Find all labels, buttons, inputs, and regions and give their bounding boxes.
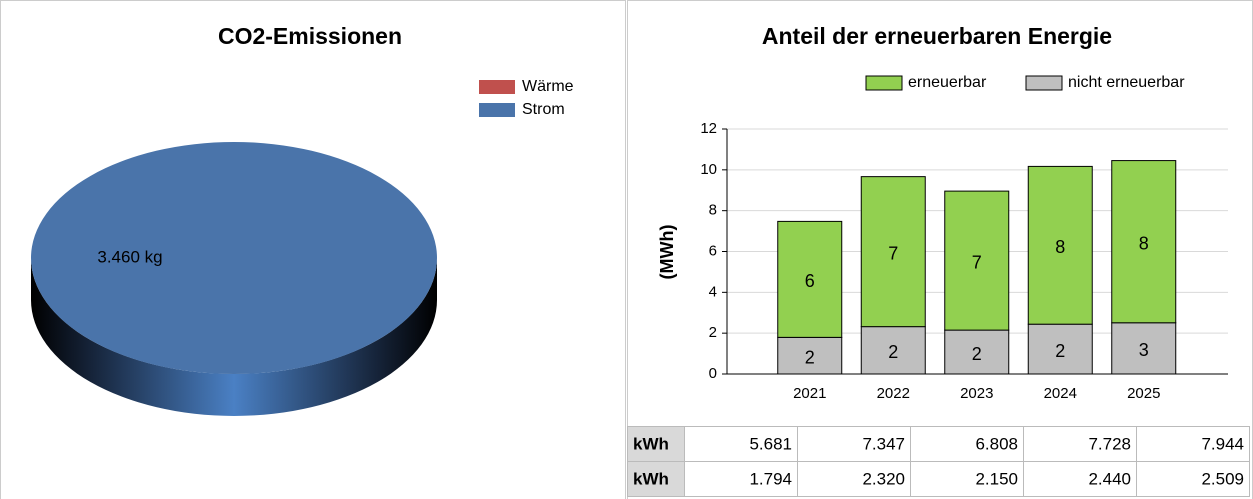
legend-label: nicht erneuerbar bbox=[1068, 74, 1185, 91]
table-cell bbox=[684, 461, 798, 497]
bar-segment bbox=[1027, 165, 1093, 325]
table-value: 2.440 bbox=[1088, 469, 1131, 488]
table-value: 2.150 bbox=[975, 469, 1018, 488]
table-value: 2.509 bbox=[1201, 469, 1244, 488]
pie-title: CO2-Emissionen bbox=[218, 23, 402, 49]
data-label: 6 bbox=[805, 271, 815, 291]
bar-segment bbox=[860, 326, 926, 375]
pie-slice bbox=[30, 141, 438, 375]
table-cell bbox=[1136, 426, 1250, 462]
bar-title: Anteil der erneuerbaren Energie bbox=[762, 23, 1112, 49]
legend-swatch bbox=[1025, 75, 1063, 91]
y-tick-label: 12 bbox=[700, 120, 717, 137]
table-value: 5.681 bbox=[749, 434, 792, 453]
legend-label: erneuerbar bbox=[908, 74, 987, 91]
y-axis-label: (MWh) bbox=[657, 225, 677, 280]
y-tick-label: 0 bbox=[709, 365, 717, 382]
left-panel bbox=[0, 0, 626, 499]
x-tick-label: 2021 bbox=[793, 385, 826, 402]
data-label: 3 bbox=[1139, 340, 1149, 360]
data-label: 7 bbox=[972, 252, 982, 272]
table-cell bbox=[797, 461, 911, 497]
bar-segment bbox=[777, 336, 843, 375]
row-header: kWh bbox=[633, 469, 669, 488]
legend-label: Wärme bbox=[522, 78, 574, 95]
x-tick-label: 2025 bbox=[1127, 385, 1160, 402]
y-tick-label: 10 bbox=[700, 161, 717, 178]
table-value: 6.808 bbox=[975, 434, 1018, 453]
row-header-cell bbox=[627, 461, 685, 497]
y-tick-label: 4 bbox=[709, 283, 717, 300]
bar-segment bbox=[1111, 160, 1177, 324]
table-value: 7.944 bbox=[1201, 434, 1244, 453]
x-tick-label: 2022 bbox=[877, 385, 910, 402]
legend-swatch bbox=[479, 103, 515, 117]
y-tick-label: 2 bbox=[709, 324, 717, 341]
x-tick-label: 2023 bbox=[960, 385, 993, 402]
data-label: 2 bbox=[888, 342, 898, 362]
bar-segment bbox=[944, 190, 1010, 331]
bar-segment bbox=[1027, 323, 1093, 375]
bar-segment bbox=[860, 176, 926, 328]
bar-segment bbox=[1111, 322, 1177, 375]
data-label: 8 bbox=[1055, 237, 1065, 257]
table-value: 2.320 bbox=[862, 469, 905, 488]
data-label: 3.460 kg bbox=[97, 247, 162, 266]
y-tick-label: 8 bbox=[709, 202, 717, 219]
table-cell bbox=[1136, 461, 1250, 497]
data-label: 2 bbox=[805, 347, 815, 367]
row-header-cell bbox=[627, 426, 685, 462]
data-label: 7 bbox=[888, 243, 898, 263]
data-label: 8 bbox=[1139, 233, 1149, 253]
table-value: 1.794 bbox=[749, 469, 792, 488]
data-label: 2 bbox=[972, 344, 982, 364]
row-header: kWh bbox=[633, 434, 669, 453]
table-value: 7.728 bbox=[1088, 434, 1131, 453]
legend-label: Strom bbox=[522, 101, 565, 118]
y-tick-label: 6 bbox=[709, 242, 717, 259]
table-cell bbox=[910, 426, 1024, 462]
x-tick-label: 2024 bbox=[1044, 385, 1077, 402]
data-label: 2 bbox=[1055, 341, 1065, 361]
table-cell bbox=[684, 426, 798, 462]
table-value: 7.347 bbox=[862, 434, 905, 453]
legend-swatch bbox=[865, 75, 903, 91]
table-cell bbox=[797, 426, 911, 462]
bar-segment bbox=[944, 329, 1010, 375]
pie-side bbox=[31, 258, 437, 416]
legend-swatch bbox=[479, 80, 515, 94]
bar-segment bbox=[777, 220, 843, 338]
